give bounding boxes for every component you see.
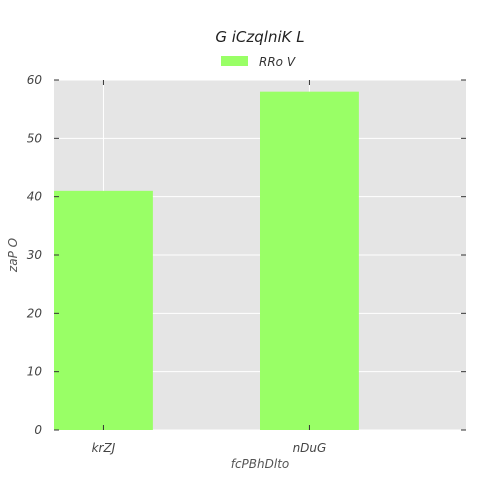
y-axis-label: zaP O (6, 238, 20, 273)
x-tick-label: nDuG (293, 441, 327, 455)
bars (54, 91, 359, 431)
x-tick-label: krZJ (92, 441, 116, 455)
y-tick-label: 0 (34, 423, 42, 437)
legend-swatch (221, 56, 248, 66)
y-tick-label: 30 (27, 248, 43, 262)
x-tick-labels: krZJ nDuG (92, 441, 327, 455)
y-tick-label: 60 (27, 73, 43, 87)
y-tick-label: 50 (27, 131, 43, 145)
x-axis-label: fcPBhDlto (231, 457, 290, 471)
chart-title: G iCzqlniK L (215, 28, 304, 46)
legend-label: RRo V (259, 55, 296, 69)
y-tick-label: 20 (27, 306, 43, 320)
bar-nDuG (260, 91, 359, 431)
axis-ticks (54, 79, 466, 431)
y-tick-label: 10 (27, 365, 43, 379)
y-tick-label: 40 (27, 190, 43, 204)
legend: RRo V (221, 55, 296, 69)
y-tick-labels: 0 10 20 30 40 50 60 (27, 73, 43, 437)
bar-krZJ (54, 190, 153, 430)
